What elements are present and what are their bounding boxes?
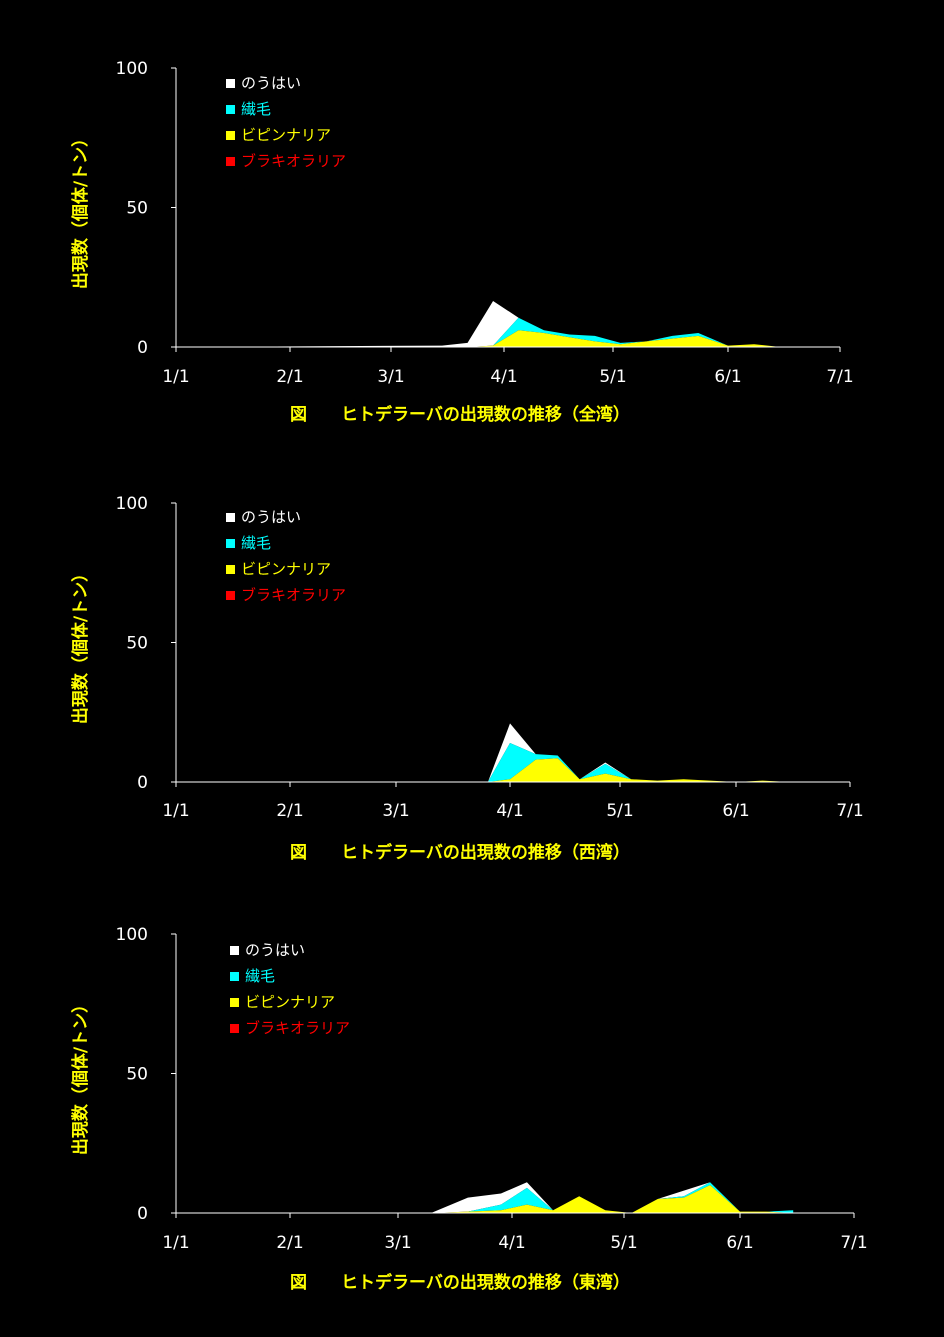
x-tick-label: 5/1 (599, 367, 626, 387)
x-tick-label: 1/1 (162, 1233, 189, 1253)
legend-swatch (226, 131, 235, 140)
y-tick-label: 100 (116, 59, 148, 79)
y-tick-label: 50 (126, 634, 148, 654)
x-tick-label: 2/1 (276, 367, 303, 387)
y-tick-label: 50 (126, 1065, 148, 1085)
x-tick-label: 7/1 (826, 367, 853, 387)
chart-1: 0 50 100 1/1 2/1 3/1 4/1 5/1 6/1 7/1 出現数（個体/トン） 図 ヒ… (70, 59, 854, 425)
chart-title: 図 ヒトデラーバの出現数の推移（東湾） (290, 1272, 630, 1293)
y-axis-label: 出現数（個体/トン） (70, 130, 91, 289)
x-tick-label: 1/1 (162, 801, 189, 821)
legend-label: ブラキオラリア (241, 152, 346, 170)
legend-swatch (226, 105, 235, 114)
x-tick-label: 2/1 (276, 801, 303, 821)
legend-label: ビピンナリア (245, 993, 335, 1011)
x-tick-label: 4/1 (490, 367, 517, 387)
x-tick-label: 4/1 (498, 1233, 525, 1253)
chart-title: 図 ヒトデラーバの出現数の推移（全湾） (290, 404, 630, 425)
legend-label: ビピンナリア (241, 560, 331, 578)
series-area-1 (176, 1185, 794, 1213)
y-axis-label: 出現数（個体/トン） (70, 996, 91, 1155)
legend-label: 繊毛 (241, 100, 271, 118)
series-area-1 (176, 330, 781, 347)
legend-label: 繊毛 (241, 534, 271, 552)
legend-swatch (226, 513, 235, 522)
x-tick-label: 7/1 (836, 801, 863, 821)
x-tick-label: 3/1 (382, 801, 409, 821)
x-tick-label: 4/1 (496, 801, 523, 821)
stacked-areas (176, 723, 790, 782)
legend-label: ブラキオラリア (241, 586, 346, 604)
x-tick-label: 6/1 (722, 801, 749, 821)
stacked-areas (176, 300, 781, 347)
legend-label: のうはい (245, 941, 305, 959)
legend-swatch (226, 157, 235, 166)
legend-swatch (226, 539, 235, 548)
legend-swatch (226, 591, 235, 600)
x-tick-label: 1/1 (162, 367, 189, 387)
x-tick-label: 3/1 (377, 367, 404, 387)
x-tick-label: 5/1 (610, 1233, 637, 1253)
chart-3: 0 50 100 1/1 2/1 3/1 4/1 5/1 6/1 7/1 出現数（個体/トン） 図 ヒ… (70, 925, 868, 1293)
x-tick-label: 6/1 (714, 367, 741, 387)
legend-swatch (230, 946, 239, 955)
y-tick-label: 100 (116, 494, 148, 514)
y-tick-label: 0 (137, 338, 148, 358)
legend-label: ブラキオラリア (245, 1019, 350, 1037)
series-area-3 (176, 300, 781, 347)
legend-label: ビピンナリア (241, 126, 331, 144)
series-area-3 (176, 723, 790, 782)
x-tick-label: 6/1 (726, 1233, 753, 1253)
legend-swatch (230, 972, 239, 981)
legend-label: 繊毛 (245, 967, 275, 985)
series-area-3 (176, 1182, 794, 1213)
legend-swatch (226, 79, 235, 88)
legend-swatch (226, 565, 235, 574)
series-area-2 (176, 742, 790, 782)
chart-title: 図 ヒトデラーバの出現数の推移（西湾） (290, 842, 630, 863)
chart-2: 0 50 100 1/1 2/1 3/1 4/1 5/1 6/1 7/1 出現数（個体/トン） 図 ヒ… (70, 494, 864, 863)
y-tick-label: 100 (116, 925, 148, 945)
series-area-1 (176, 758, 790, 782)
x-tick-label: 2/1 (276, 1233, 303, 1253)
legend-swatch (230, 998, 239, 1007)
y-axis-label: 出現数（個体/トン） (70, 565, 91, 724)
x-tick-label: 7/1 (840, 1233, 867, 1253)
legend-label: のうはい (241, 74, 301, 92)
y-tick-label: 50 (126, 199, 148, 219)
x-tick-label: 3/1 (384, 1233, 411, 1253)
x-tick-label: 5/1 (606, 801, 633, 821)
legend-swatch (230, 1024, 239, 1033)
stacked-areas (176, 1182, 794, 1213)
y-tick-label: 0 (137, 1204, 148, 1224)
y-tick-label: 0 (137, 773, 148, 793)
legend-label: のうはい (241, 508, 301, 526)
